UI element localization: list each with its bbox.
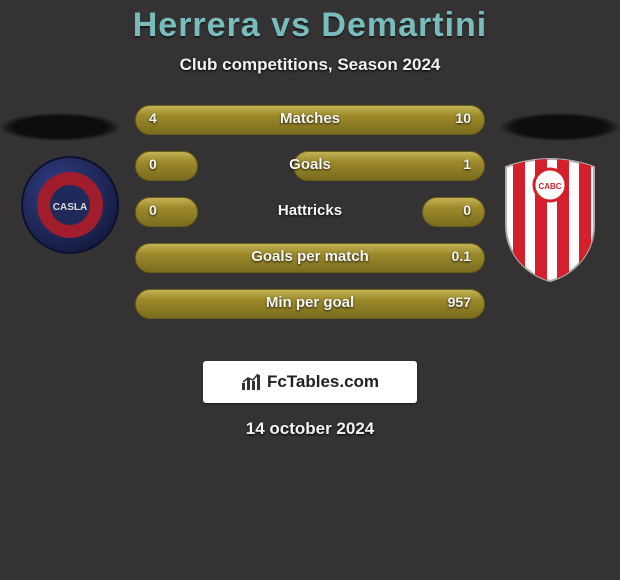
stat-bar-full	[135, 105, 485, 135]
brand-label: FcTables.com	[267, 372, 379, 392]
stat-value-right: 1	[463, 156, 471, 172]
stat-bar-full	[135, 289, 485, 319]
stat-bar-right	[422, 197, 485, 227]
crest-left-svg: CASLA	[20, 155, 120, 255]
stat-bar-left	[135, 197, 198, 227]
stat-bar-left	[135, 151, 198, 181]
stat-row-goals: Goals01	[135, 151, 485, 181]
stat-row-matches: Matches410	[135, 105, 485, 135]
stat-value-left: 0	[149, 202, 157, 218]
stat-row-goals-per-match: Goals per match0.1	[135, 243, 485, 273]
brand-chart-icon	[241, 373, 263, 391]
stat-value-right: 957	[448, 294, 471, 310]
team-crest-right: CABC	[500, 155, 600, 290]
comparison-arena: CASLA CABC Matches410Goals01Hattricks00G…	[0, 97, 620, 337]
stat-row-min-per-goal: Min per goal957	[135, 289, 485, 319]
page-title: Herrera vs Demartini	[0, 0, 620, 45]
team-crest-left: CASLA	[20, 155, 120, 260]
shadow-right	[500, 113, 620, 141]
crest-right-svg: CABC	[500, 155, 600, 285]
stat-value-right: 0	[463, 202, 471, 218]
stat-value-right: 10	[455, 110, 471, 126]
stat-bar-right	[293, 151, 486, 181]
crest-right-initials: CABC	[538, 182, 561, 191]
stat-row-hattricks: Hattricks00	[135, 197, 485, 227]
generated-date: 14 october 2024	[0, 419, 620, 439]
brand-badge[interactable]: FcTables.com	[203, 361, 417, 403]
stat-bars: Matches410Goals01Hattricks00Goals per ma…	[135, 105, 485, 335]
stat-value-left: 0	[149, 156, 157, 172]
stat-value-right: 0.1	[452, 248, 471, 264]
stat-bar-full	[135, 243, 485, 273]
stat-value-left: 4	[149, 110, 157, 126]
page-subtitle: Club competitions, Season 2024	[0, 55, 620, 75]
crest-left-initials: CASLA	[53, 202, 87, 213]
shadow-left	[0, 113, 120, 141]
